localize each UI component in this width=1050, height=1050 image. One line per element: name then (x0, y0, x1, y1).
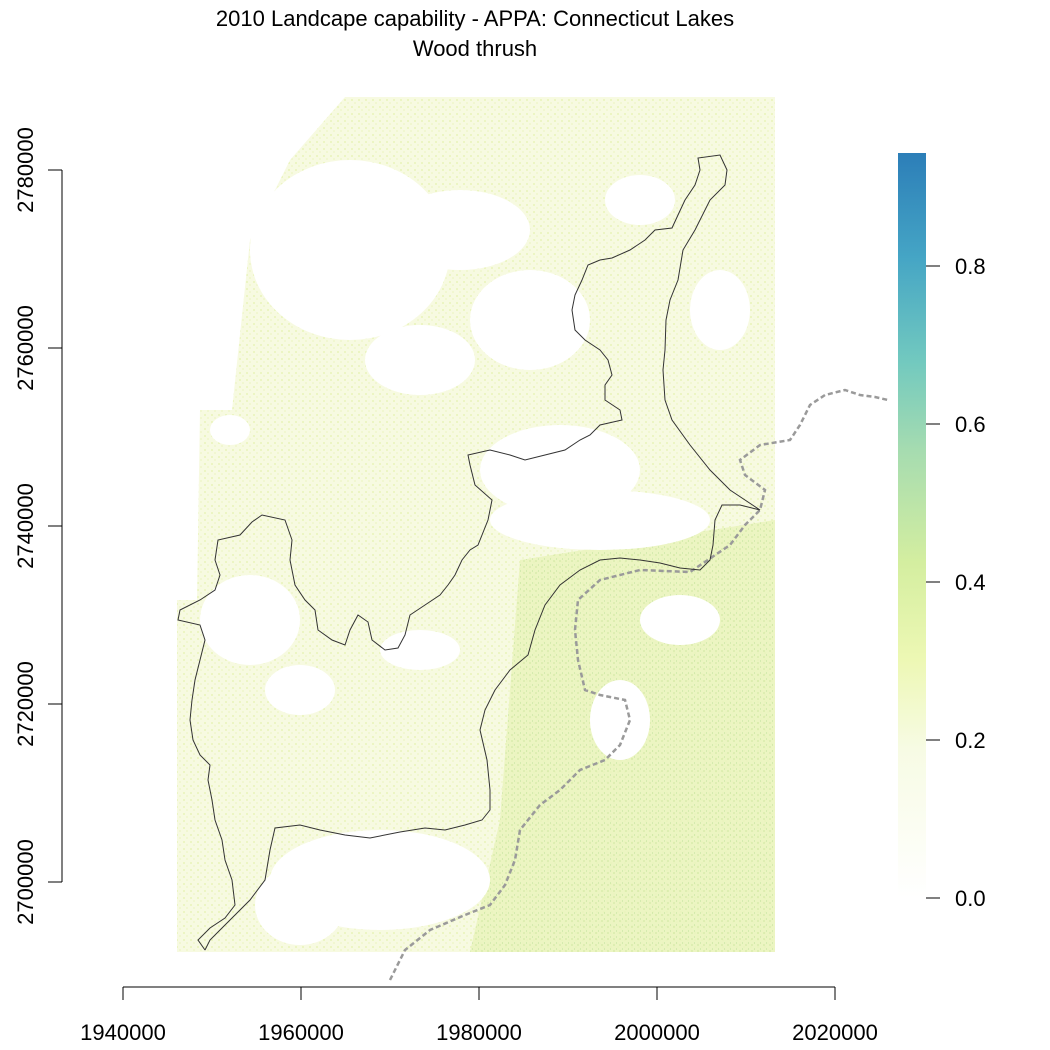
appa-boundary-line (177, 154, 761, 951)
color-legend: 0.0 0.2 0.4 0.6 0.8 (898, 153, 986, 911)
map-subtitle: Wood thrush (412, 36, 538, 61)
y-tick-label: 2760000 (13, 305, 38, 391)
legend-tick-label: 0.8 (955, 254, 986, 279)
legend-tick-label: 0.4 (955, 570, 986, 595)
dashed-boundary-line (388, 388, 889, 981)
capability-raster (177, 90, 775, 952)
y-tick-label: 2720000 (13, 661, 38, 747)
y-axis: 2700000 2720000 2740000 2760000 2780000 (13, 127, 63, 925)
x-tick-label: 1960000 (258, 1020, 344, 1045)
y-tick-label: 2780000 (13, 127, 38, 213)
x-axis: 1940000 1960000 1980000 2000000 2020000 (80, 986, 878, 1045)
x-tick-label: 2020000 (792, 1020, 878, 1045)
map-title: 2010 Landcape capability - APPA: Connect… (215, 6, 735, 31)
legend-tick-label: 0.6 (955, 412, 986, 437)
legend-tick-label: 0.0 (955, 886, 986, 911)
x-tick-label: 1980000 (436, 1020, 522, 1045)
legend-tick-label: 0.2 (955, 728, 986, 753)
y-tick-label: 2700000 (13, 839, 38, 925)
legend-colorbar (898, 153, 926, 898)
x-tick-label: 1940000 (80, 1020, 166, 1045)
x-tick-label: 2000000 (614, 1020, 700, 1045)
y-tick-label: 2740000 (13, 483, 38, 569)
